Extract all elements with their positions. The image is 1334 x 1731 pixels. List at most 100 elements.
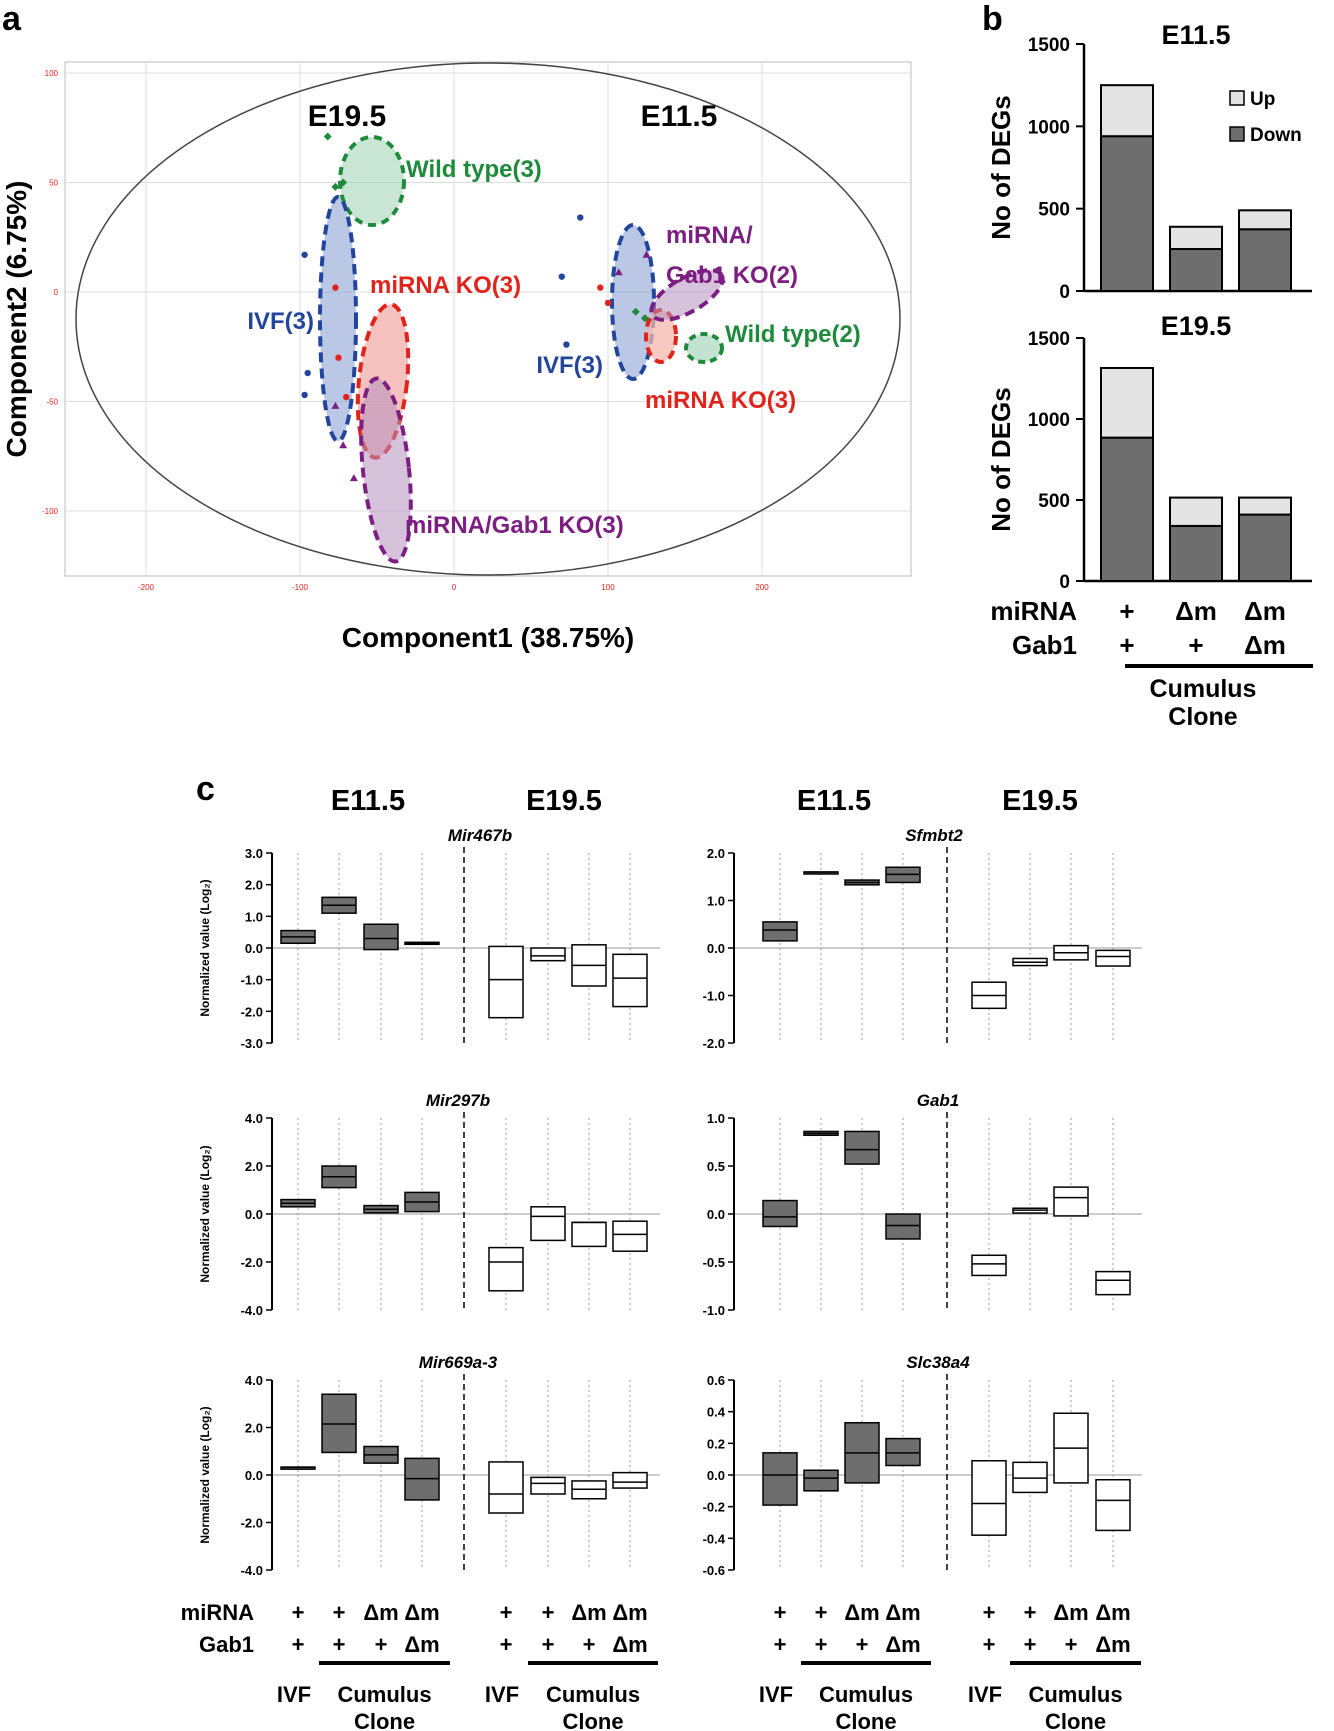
- panel-label-a: a: [2, 0, 22, 38]
- pca-y-tick: 0: [54, 288, 59, 297]
- pca-x-tick: 200: [755, 583, 769, 592]
- pca-y-tick: 100: [45, 69, 59, 78]
- confidence-ellipse: [75, 62, 901, 576]
- box: [488, 1461, 524, 1514]
- box-condition-value: +: [333, 1600, 346, 1625]
- box-condition-value: +: [500, 1632, 513, 1657]
- degs-tick-label: 1000: [1028, 410, 1070, 431]
- box-condition-value: +: [1024, 1632, 1037, 1657]
- degs-condition-value: Δm: [1175, 596, 1217, 626]
- box-condition-value: +: [292, 1600, 305, 1625]
- box-tick-label: 2.0: [707, 846, 725, 861]
- bar-up: [1169, 225, 1223, 251]
- cloud-e19-ivf: [318, 195, 358, 443]
- box: [971, 1460, 1007, 1536]
- box-condition-value: +: [292, 1632, 305, 1657]
- box: [1095, 1270, 1131, 1296]
- box: [762, 1199, 798, 1228]
- box-tick-label: 2.0: [245, 1421, 263, 1436]
- box-tick-label: 4.0: [245, 1373, 263, 1388]
- box-ivf-label: IVF: [485, 1682, 519, 1707]
- box-condition-value: +: [583, 1632, 596, 1657]
- label-e11-mirna-gab1-ko-1: miRNA/: [666, 222, 753, 249]
- box-condition-value: Δm: [885, 1632, 920, 1657]
- degs-group-label-1: Cumulus: [1150, 675, 1257, 703]
- box: [762, 1452, 798, 1506]
- pca-point: [331, 182, 340, 191]
- pca-points: [301, 132, 651, 482]
- box-condition-value: +: [983, 1632, 996, 1657]
- pca-y-tick: -50: [46, 398, 58, 407]
- degs-tick-label: 1500: [1028, 329, 1070, 350]
- pca-point: [563, 341, 570, 348]
- box-ivf-label: IVF: [277, 1682, 311, 1707]
- box: [1095, 1479, 1131, 1532]
- box: [530, 1476, 566, 1495]
- pca-x-tick: -200: [138, 583, 155, 592]
- box: [971, 1254, 1007, 1277]
- box-tick-label: 2.0: [245, 1159, 263, 1174]
- box-condition-value: +: [1065, 1632, 1078, 1657]
- degs-row-label: miRNA: [990, 596, 1077, 626]
- pca-frame: [64, 61, 912, 577]
- box: [885, 1213, 921, 1240]
- bar-down: [1100, 436, 1154, 582]
- degs-group-label-2: Clone: [1168, 703, 1238, 731]
- box-tick-label: -2.0: [241, 1004, 263, 1019]
- box-condition-value: +: [774, 1632, 787, 1657]
- degs-subplot-title: E19.5: [1161, 311, 1232, 341]
- pca-point: [614, 268, 623, 276]
- gene-title: Mir467b: [448, 826, 512, 845]
- box-tick-label: 3.0: [245, 846, 263, 861]
- box-tick-label: -2.0: [703, 1036, 725, 1051]
- box-ylabel: Normalized value (Log₂): [198, 879, 212, 1016]
- box: [530, 947, 566, 962]
- box: [612, 1471, 648, 1489]
- gene-title: Slc38a4: [906, 1353, 970, 1372]
- pca-ticks: -200 -100 0 100 200 100 50 0 -50 -100: [42, 69, 769, 592]
- box-tick-label: -3.0: [241, 1036, 263, 1051]
- box-condition-value: Δm: [612, 1632, 647, 1657]
- box-tick-label: 0.0: [245, 941, 263, 956]
- legend-down-label: Down: [1250, 125, 1302, 146]
- pca-point: [339, 441, 348, 449]
- gene-title: Mir297b: [426, 1091, 490, 1110]
- box: [844, 1130, 880, 1165]
- degs-tick-label: 1000: [1028, 117, 1070, 138]
- pca-plot: -200 -100 0 100 200 100 50 0 -50 -100 E19.5 E11.5…: [1, 61, 912, 653]
- box-tick-label: 0.0: [245, 1207, 263, 1222]
- label-e11-mirna-gab1-ko-2: Gab1 KO(2): [666, 262, 798, 289]
- box: [885, 1437, 921, 1467]
- box: [762, 921, 798, 942]
- box-condition-value: +: [542, 1600, 555, 1625]
- bar-down: [1169, 524, 1223, 582]
- pca-point: [349, 474, 358, 482]
- box-tick-label: 1.0: [245, 909, 263, 924]
- stage-header: E19.5: [1002, 785, 1078, 817]
- box: [363, 923, 399, 951]
- stage-header: E19.5: [526, 785, 602, 817]
- pca-x-tick: 100: [601, 583, 615, 592]
- pca-point: [332, 284, 339, 291]
- box-tick-label: 0.2: [707, 1436, 725, 1451]
- stage-header: E11.5: [797, 785, 871, 817]
- pca-grid: [65, 62, 911, 576]
- box-tick-label: -1.0: [703, 989, 725, 1004]
- pca-point: [577, 214, 584, 221]
- box-row-label: miRNA: [181, 1600, 254, 1625]
- pca-point: [343, 393, 350, 401]
- box-tick-label: -0.6: [703, 1563, 725, 1578]
- box-condition-value: +: [774, 1600, 787, 1625]
- box-tick-label: -2.0: [241, 1516, 263, 1531]
- degs-condition-value: +: [1119, 596, 1134, 626]
- degs-ylabel: No of DEGs: [986, 387, 1016, 531]
- pca-x-tick: -100: [292, 583, 309, 592]
- pca-point: [339, 178, 348, 187]
- box-row-label: Gab1: [199, 1632, 254, 1657]
- box-tick-label: 4.0: [245, 1111, 263, 1126]
- box-tick-label: 2.0: [245, 878, 263, 893]
- legend-up-swatch: [1229, 90, 1245, 106]
- box-condition-value: +: [856, 1632, 869, 1657]
- pca-point: [640, 314, 649, 323]
